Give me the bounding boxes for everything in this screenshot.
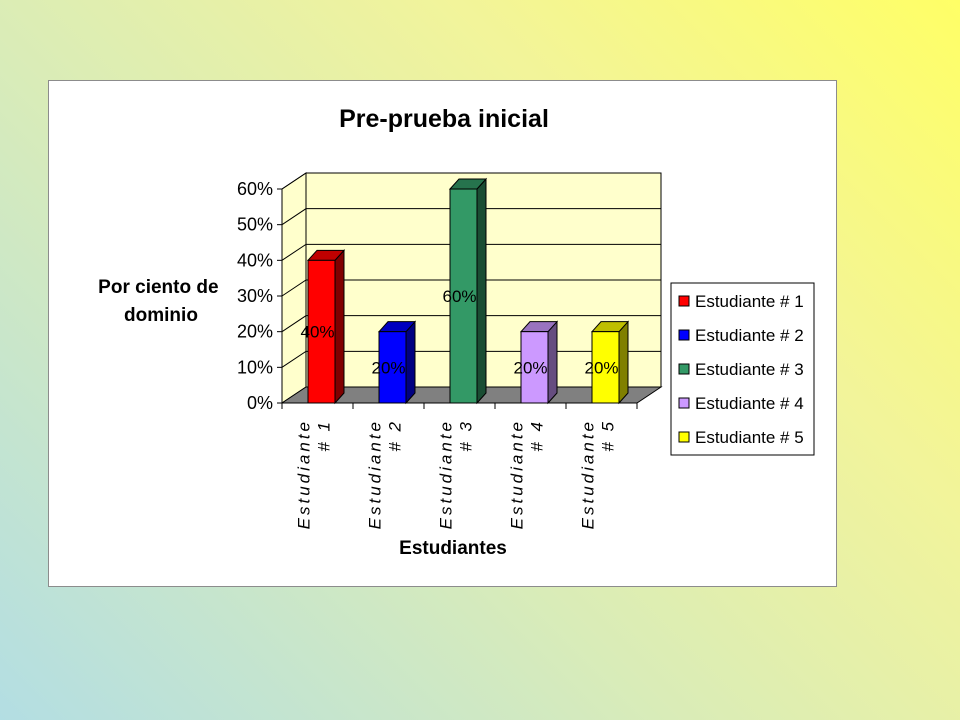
y-tick-label: 30% bbox=[237, 286, 273, 306]
bar-side bbox=[476, 177, 487, 405]
x-tick-label-line: # 5 bbox=[599, 419, 618, 452]
gridline bbox=[281, 279, 661, 297]
y-axis-title-line-2: dominio bbox=[124, 305, 198, 326]
bar-front bbox=[378, 331, 407, 404]
x-tick-label: Estudiante# 3 bbox=[437, 419, 476, 529]
legend-swatch bbox=[678, 397, 690, 409]
x-tick-label-line: # 4 bbox=[528, 419, 547, 452]
data-label: 60% bbox=[442, 287, 476, 306]
legend-label: Estudiante # 4 bbox=[695, 394, 804, 413]
x-tick-label-line: Estudiante bbox=[508, 419, 527, 529]
data-label: 20% bbox=[371, 358, 405, 377]
legend-label: Estudiante # 3 bbox=[695, 360, 804, 379]
chart-title: Pre-prueba inicial bbox=[339, 105, 549, 133]
gridline bbox=[281, 315, 661, 333]
legend-box bbox=[670, 282, 815, 456]
gridline bbox=[281, 172, 661, 190]
y-tick-label: 10% bbox=[237, 357, 273, 377]
x-tick-label-line: Estudiante bbox=[579, 419, 598, 529]
bar-side bbox=[405, 320, 416, 405]
bar-front bbox=[307, 259, 336, 404]
bar-side bbox=[547, 320, 558, 405]
legend-swatch bbox=[678, 329, 690, 341]
x-tick-label-line: # 3 bbox=[457, 419, 476, 452]
bar bbox=[590, 320, 630, 405]
x-tick-label: Estudiante# 1 bbox=[295, 419, 334, 529]
legend-label: Estudiante # 2 bbox=[695, 326, 804, 345]
data-label: 40% bbox=[300, 323, 334, 342]
y-tick-label: 0% bbox=[247, 393, 273, 413]
legend-swatch bbox=[678, 431, 690, 443]
x-tick-label: Estudiante# 2 bbox=[366, 419, 405, 529]
chart-panel: Pre-prueba inicial Por ciento de dominio… bbox=[48, 80, 837, 587]
x-axis-title: Estudiantes bbox=[399, 538, 507, 559]
gridline bbox=[281, 208, 661, 226]
x-tick-label: Estudiante# 5 bbox=[579, 419, 618, 529]
y-tick-label: 20% bbox=[237, 322, 273, 342]
legend: Estudiante # 1 Estudiante # 2 Estudiante #… bbox=[670, 282, 815, 456]
bar-side bbox=[618, 320, 629, 405]
x-tick-label-line: Estudiante bbox=[295, 419, 314, 529]
y-tick-label: 60% bbox=[237, 179, 273, 199]
x-tick-label-line: Estudiante bbox=[366, 419, 385, 529]
x-tick-label-line: # 2 bbox=[386, 419, 405, 452]
chart-marks: 40% 20% 60% 20% 20% bbox=[300, 177, 630, 405]
bar-front bbox=[449, 188, 478, 404]
x-tick-label-line: # 1 bbox=[315, 419, 334, 452]
data-label: 20% bbox=[513, 358, 547, 377]
y-axis-title-line-1: Por ciento de bbox=[98, 277, 218, 298]
legend-swatch bbox=[678, 363, 690, 375]
bar bbox=[448, 177, 488, 405]
gridline bbox=[281, 243, 661, 261]
bar bbox=[519, 320, 559, 405]
legend-label: Estudiante # 1 bbox=[695, 292, 804, 311]
data-label: 20% bbox=[584, 358, 618, 377]
x-tick-label-line: Estudiante bbox=[437, 419, 456, 529]
y-tick-label: 50% bbox=[237, 215, 273, 235]
bar bbox=[377, 320, 417, 405]
bar-front bbox=[591, 331, 620, 404]
bar-front bbox=[520, 331, 549, 404]
bar-chart: Pre-prueba inicial Por ciento de dominio… bbox=[98, 105, 815, 559]
legend-label: Estudiante # 5 bbox=[695, 428, 804, 447]
x-tick-label: Estudiante# 4 bbox=[508, 419, 547, 529]
y-axis-title: Por ciento de dominio bbox=[98, 277, 224, 326]
y-tick-label: 40% bbox=[237, 250, 273, 270]
bar-side bbox=[334, 249, 345, 405]
bar bbox=[306, 249, 346, 405]
legend-swatch bbox=[678, 295, 690, 307]
